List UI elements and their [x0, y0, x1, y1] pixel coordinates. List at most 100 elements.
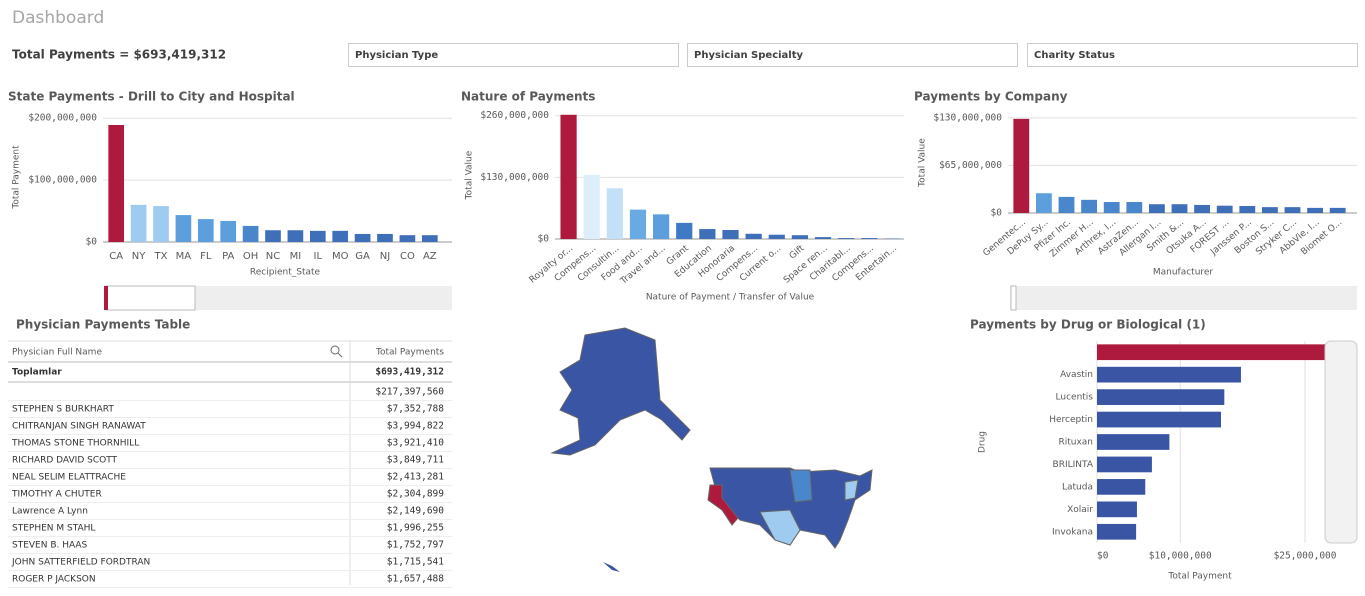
map-hawaii[interactable]: [603, 562, 620, 572]
bar: [584, 175, 600, 239]
payment-value: $2,149,690: [387, 506, 444, 517]
bar: [815, 237, 831, 239]
x-tick-label: IL: [314, 251, 323, 262]
bar: [377, 234, 393, 242]
bar: [1330, 208, 1346, 213]
bar: [1097, 434, 1169, 450]
bar: [1097, 412, 1221, 428]
bar: [1097, 524, 1136, 540]
y-tick-label: Herceptin: [1049, 415, 1093, 425]
payment-value: $3,921,410: [387, 438, 444, 449]
payment-value: $7,352,788: [387, 404, 444, 415]
payment-value: $1,657,488: [387, 574, 444, 585]
bar: [1104, 202, 1120, 213]
x-axis-label: Nature of Payment / Transfer of Value: [646, 293, 815, 303]
physician-name: ROGER P JACKSON: [12, 575, 96, 585]
scrollbar[interactable]: [1010, 286, 1357, 310]
physician-name: JOHN SATTERFIELD FORDTRAN: [11, 558, 150, 568]
physician-name: NEAL SELIM ELATTRACHE: [12, 473, 126, 483]
bar: [332, 231, 348, 242]
y-tick-label: $260,000,000: [480, 110, 549, 121]
bar: [310, 231, 326, 242]
bar: [722, 230, 738, 239]
bar: [607, 188, 623, 239]
bar: [1097, 367, 1241, 383]
x-tick-label: NJ: [380, 251, 390, 262]
bar: [1172, 204, 1188, 213]
page-title: Dashboard: [12, 8, 104, 28]
y-axis-label: Total Value: [918, 138, 928, 188]
bar: [1097, 501, 1137, 517]
x-tick-label: NC: [266, 251, 280, 262]
map-alaska[interactable]: [552, 328, 690, 455]
x-tick-label: CO: [400, 251, 415, 262]
y-tick-label: $200,000,000: [28, 113, 97, 124]
bar: [400, 235, 416, 242]
payment-value: $2,304,899: [387, 489, 444, 500]
bar: [422, 235, 438, 242]
y-tick-label: Rituxan: [1058, 438, 1093, 448]
bar: [1307, 208, 1323, 213]
bar: [108, 125, 124, 242]
column-header: Physician Full Name: [12, 348, 102, 358]
plot: [1097, 344, 1355, 539]
x-tick-label: $25,000,000: [1274, 551, 1337, 562]
y-tick-label: $130,000,000: [933, 112, 1002, 123]
scroll-thumb[interactable]: [1011, 286, 1016, 310]
bar: [1097, 479, 1145, 495]
bar: [198, 219, 214, 242]
bar: [1285, 207, 1301, 213]
bar: [1239, 206, 1255, 213]
bar: [153, 206, 169, 242]
chart-title: Payments by Drug or Biological (1): [970, 318, 1206, 332]
x-axis-label: Manufacturer: [1153, 268, 1214, 278]
x-tick-label: OH: [243, 251, 258, 262]
bar: [1097, 457, 1152, 473]
bar: [131, 205, 147, 242]
x-tick-label: PA: [222, 251, 234, 262]
physician-name: CHITRANJAN SINGH RANAWAT: [12, 422, 146, 432]
scroll-thumb[interactable]: [106, 286, 195, 310]
filter-label[interactable]: Physician Type: [355, 50, 438, 61]
x-tick-label: TX: [154, 251, 168, 262]
physician-name: TIMOTHY A CHUTER: [11, 490, 102, 500]
y-tick-label: $130,000,000: [480, 172, 549, 183]
bar: [838, 238, 854, 239]
bar: [560, 115, 576, 239]
y-tick-label: Invokana: [1052, 527, 1093, 537]
x-tick-label: CA: [109, 251, 123, 262]
scroll-preview: [104, 286, 108, 310]
physician-name: RICHARD DAVID SCOTT: [12, 456, 118, 466]
payment-value: $1,752,797: [387, 540, 444, 551]
search-icon[interactable]: [331, 346, 339, 354]
y-tick-label: $0: [991, 208, 1003, 219]
bar: [1126, 202, 1142, 213]
payment-value: $3,849,711: [387, 455, 444, 466]
bar: [1097, 389, 1224, 405]
table-title: Physician Payments Table: [16, 318, 190, 332]
bar: [1081, 200, 1097, 213]
x-tick-label: AZ: [423, 251, 437, 262]
payment-value: $217,397,560: [375, 387, 444, 398]
bar: [355, 234, 371, 242]
column-header: Total Payments: [375, 348, 444, 358]
search-icon[interactable]: [338, 353, 342, 357]
x-tick-label: MO: [332, 251, 349, 262]
x-tick-label: FL: [200, 251, 212, 262]
y-tick-label: Lucentis: [1056, 393, 1094, 403]
bar: [1217, 206, 1233, 213]
physician-name: Lawrence A Lynn: [12, 507, 88, 517]
x-tick-label: MA: [176, 251, 192, 262]
x-axis-label: Recipient_State: [250, 268, 321, 278]
x-tick-label: MI: [290, 251, 302, 262]
bar: [1036, 193, 1052, 213]
bar: [1013, 119, 1029, 213]
physician-name: STEPHEN S BURKHART: [12, 405, 114, 415]
filter-label[interactable]: Physician Specialty: [694, 50, 804, 61]
filter-label[interactable]: Charity Status: [1034, 50, 1115, 61]
y-axis-label: Total Payment: [12, 145, 22, 210]
bar: [769, 235, 785, 239]
x-tick-label: $10,000,000: [1149, 551, 1212, 562]
bar: [699, 229, 715, 239]
